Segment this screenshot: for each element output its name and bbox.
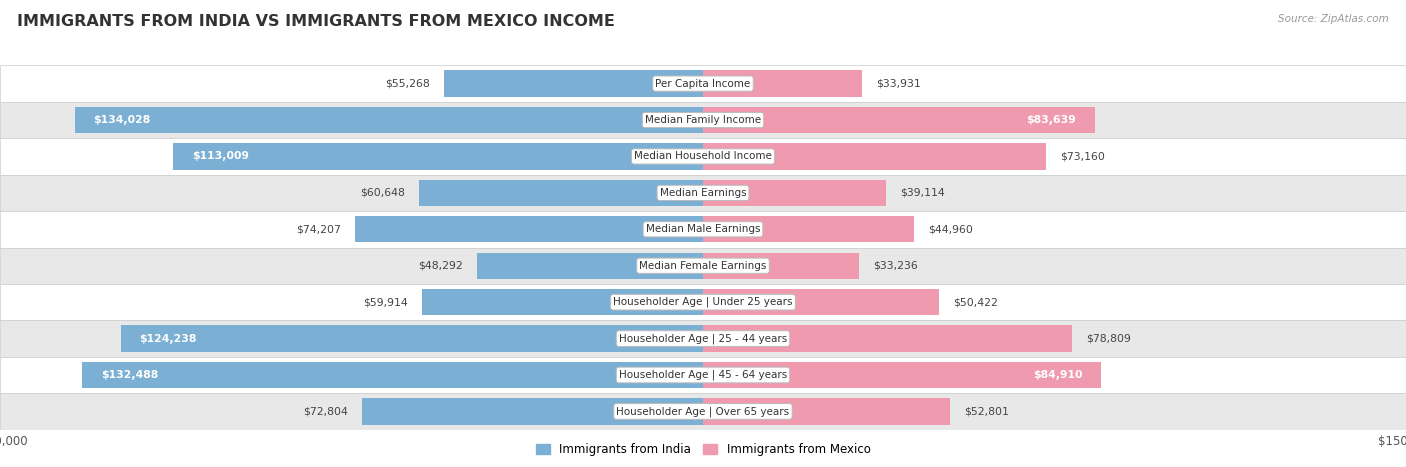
Bar bbox=[477, 253, 703, 279]
Bar bbox=[0, 211, 1406, 248]
Text: $134,028: $134,028 bbox=[94, 115, 150, 125]
Text: $132,488: $132,488 bbox=[101, 370, 157, 380]
Text: $74,207: $74,207 bbox=[297, 224, 342, 234]
Bar bbox=[703, 289, 939, 315]
Bar bbox=[0, 320, 1406, 357]
Text: Householder Age | Over 65 years: Householder Age | Over 65 years bbox=[616, 406, 790, 417]
Bar bbox=[0, 393, 1406, 430]
Text: $33,931: $33,931 bbox=[876, 78, 921, 89]
Legend: Immigrants from India, Immigrants from Mexico: Immigrants from India, Immigrants from M… bbox=[531, 439, 875, 461]
Text: Householder Age | 45 - 64 years: Householder Age | 45 - 64 years bbox=[619, 370, 787, 380]
Bar bbox=[0, 65, 1406, 102]
Bar bbox=[703, 398, 950, 425]
Text: $72,804: $72,804 bbox=[302, 406, 347, 417]
Bar bbox=[0, 248, 1406, 284]
Text: Median Female Earnings: Median Female Earnings bbox=[640, 261, 766, 271]
Text: $113,009: $113,009 bbox=[193, 151, 249, 162]
Text: $60,648: $60,648 bbox=[360, 188, 405, 198]
Text: $83,639: $83,639 bbox=[1026, 115, 1076, 125]
Text: $84,910: $84,910 bbox=[1032, 370, 1083, 380]
Text: $73,160: $73,160 bbox=[1060, 151, 1105, 162]
Bar bbox=[82, 362, 703, 388]
Bar bbox=[121, 325, 703, 352]
Text: $55,268: $55,268 bbox=[385, 78, 430, 89]
Bar bbox=[703, 325, 1073, 352]
Text: Householder Age | 25 - 44 years: Householder Age | 25 - 44 years bbox=[619, 333, 787, 344]
Text: Median Male Earnings: Median Male Earnings bbox=[645, 224, 761, 234]
Text: IMMIGRANTS FROM INDIA VS IMMIGRANTS FROM MEXICO INCOME: IMMIGRANTS FROM INDIA VS IMMIGRANTS FROM… bbox=[17, 14, 614, 29]
Text: Median Earnings: Median Earnings bbox=[659, 188, 747, 198]
Text: $50,422: $50,422 bbox=[953, 297, 998, 307]
Text: $39,114: $39,114 bbox=[900, 188, 945, 198]
Bar bbox=[703, 253, 859, 279]
Bar bbox=[703, 180, 886, 206]
Text: $44,960: $44,960 bbox=[928, 224, 973, 234]
Text: $33,236: $33,236 bbox=[873, 261, 918, 271]
Bar bbox=[419, 180, 703, 206]
Bar bbox=[703, 143, 1046, 170]
Text: $59,914: $59,914 bbox=[363, 297, 408, 307]
Text: Source: ZipAtlas.com: Source: ZipAtlas.com bbox=[1278, 14, 1389, 24]
Bar bbox=[0, 175, 1406, 211]
Text: Per Capita Income: Per Capita Income bbox=[655, 78, 751, 89]
Bar bbox=[0, 357, 1406, 393]
Text: Median Household Income: Median Household Income bbox=[634, 151, 772, 162]
Bar bbox=[75, 107, 703, 133]
Bar bbox=[703, 107, 1095, 133]
Bar bbox=[356, 216, 703, 242]
Text: $78,809: $78,809 bbox=[1087, 333, 1132, 344]
Bar bbox=[361, 398, 703, 425]
Bar bbox=[703, 71, 862, 97]
Bar bbox=[0, 102, 1406, 138]
Bar bbox=[444, 71, 703, 97]
Text: Median Family Income: Median Family Income bbox=[645, 115, 761, 125]
Bar bbox=[173, 143, 703, 170]
Text: Householder Age | Under 25 years: Householder Age | Under 25 years bbox=[613, 297, 793, 307]
Text: $124,238: $124,238 bbox=[139, 333, 197, 344]
Bar bbox=[0, 284, 1406, 320]
Text: $48,292: $48,292 bbox=[418, 261, 463, 271]
Bar bbox=[422, 289, 703, 315]
Bar bbox=[0, 138, 1406, 175]
Bar bbox=[703, 216, 914, 242]
Text: $52,801: $52,801 bbox=[965, 406, 1010, 417]
Bar bbox=[703, 362, 1101, 388]
